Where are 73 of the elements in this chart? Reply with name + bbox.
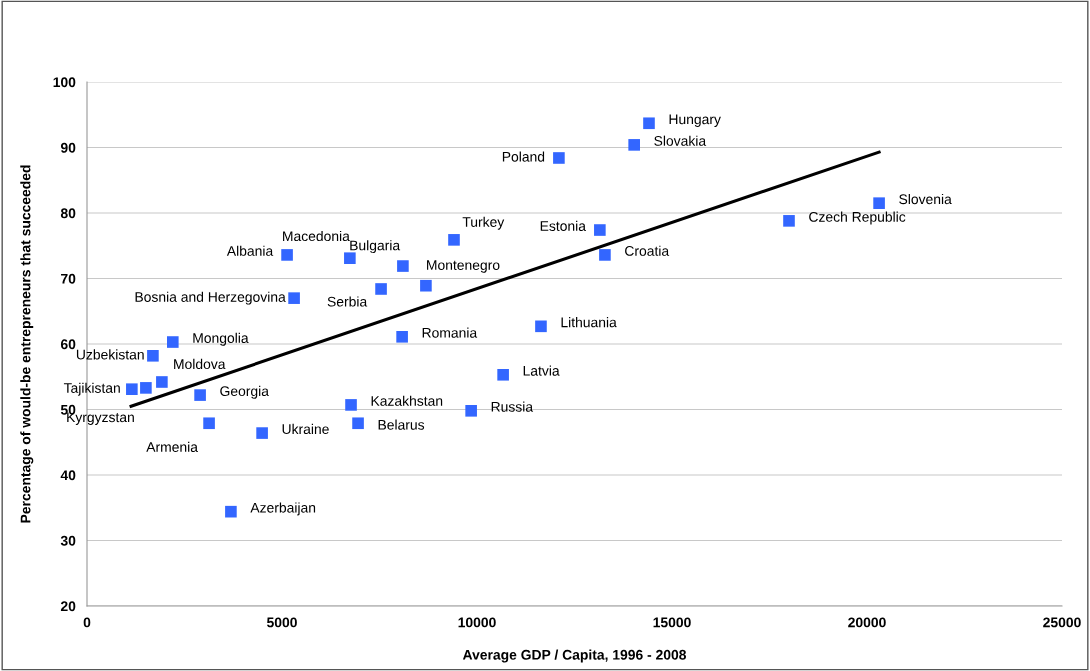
point [594, 224, 606, 236]
annotation: Hungary [669, 114, 721, 127]
y-tick-label: 60 [60, 339, 76, 350]
x-tick-label: 15000 [653, 617, 691, 628]
point [628, 139, 640, 151]
y-tick-label: 100 [53, 77, 76, 88]
point [420, 279, 432, 292]
annotation: Romania [422, 327, 478, 338]
y-tick-label: 80 [60, 208, 76, 219]
y-tick-label: 40 [60, 470, 76, 481]
annotation: Azerbaijan [250, 502, 316, 516]
x-tick-label: 10000 [458, 617, 496, 628]
point [256, 427, 268, 439]
x-tick-label: 0 [83, 617, 91, 628]
y-axis-title: Percentage of would-be entrepreneurs that succeeded [20, 165, 34, 523]
annotation: Lithuania [561, 317, 617, 328]
annotation: Moldova [174, 358, 226, 370]
annotation: Slovakia [654, 135, 707, 146]
point [396, 330, 408, 343]
point [397, 260, 409, 272]
point [352, 417, 364, 430]
point [643, 117, 655, 130]
point [873, 197, 885, 209]
annotation: Croatia [625, 245, 670, 256]
annotation: Turkey [462, 216, 505, 230]
annotation: Albania [226, 245, 274, 256]
annotation: Russia [491, 401, 534, 412]
point [140, 382, 152, 394]
x-tick-label: 5000 [266, 617, 297, 628]
annotation: Slovenia [899, 193, 952, 205]
point [375, 283, 387, 295]
y-tick-label: 70 [61, 273, 76, 284]
annotation: Poland [502, 151, 545, 162]
point [465, 405, 477, 417]
annotation: Serbia [327, 296, 368, 307]
point [535, 320, 547, 333]
point [497, 368, 509, 381]
point [156, 376, 168, 388]
point [281, 249, 293, 261]
annotation: Bulgaria [350, 240, 401, 254]
point [147, 349, 159, 362]
annotation: Uzbekistan [76, 349, 144, 360]
annotation: Czech Republic [809, 211, 906, 225]
point [345, 399, 357, 411]
point [225, 505, 237, 518]
point [166, 336, 179, 348]
annotation: Kazakhstan [371, 395, 443, 406]
annotation: Armenia [146, 441, 198, 452]
annotation: Georgia [220, 385, 269, 399]
y-tick-label: 90 [60, 142, 76, 153]
y-tick-label: 30 [60, 535, 76, 546]
annotation: Macedonia [283, 230, 350, 242]
point [783, 215, 795, 227]
x-axis-title: Average GDP / Capita, 1996 - 2008 [462, 649, 687, 663]
point [203, 417, 215, 430]
point [553, 152, 565, 164]
x-tick-label: 25000 [1043, 617, 1081, 628]
point [126, 383, 138, 395]
point [344, 252, 356, 264]
annotation: Tajikistan [63, 382, 120, 396]
annotation: Belarus [378, 419, 425, 430]
annotation: Estonia [540, 220, 586, 231]
annotation: Mongolia [193, 332, 249, 346]
point [448, 234, 460, 246]
point [288, 292, 300, 304]
point [599, 249, 611, 261]
annotation: Bosnia and Herzegovina [135, 291, 286, 305]
point [194, 389, 206, 401]
y-tick-label: 20 [60, 601, 76, 612]
x-tick-label: 20000 [848, 617, 886, 628]
annotation: Montenegro [427, 260, 500, 273]
annotation: Latvia [523, 365, 560, 376]
annotation: Ukraine [282, 423, 329, 435]
